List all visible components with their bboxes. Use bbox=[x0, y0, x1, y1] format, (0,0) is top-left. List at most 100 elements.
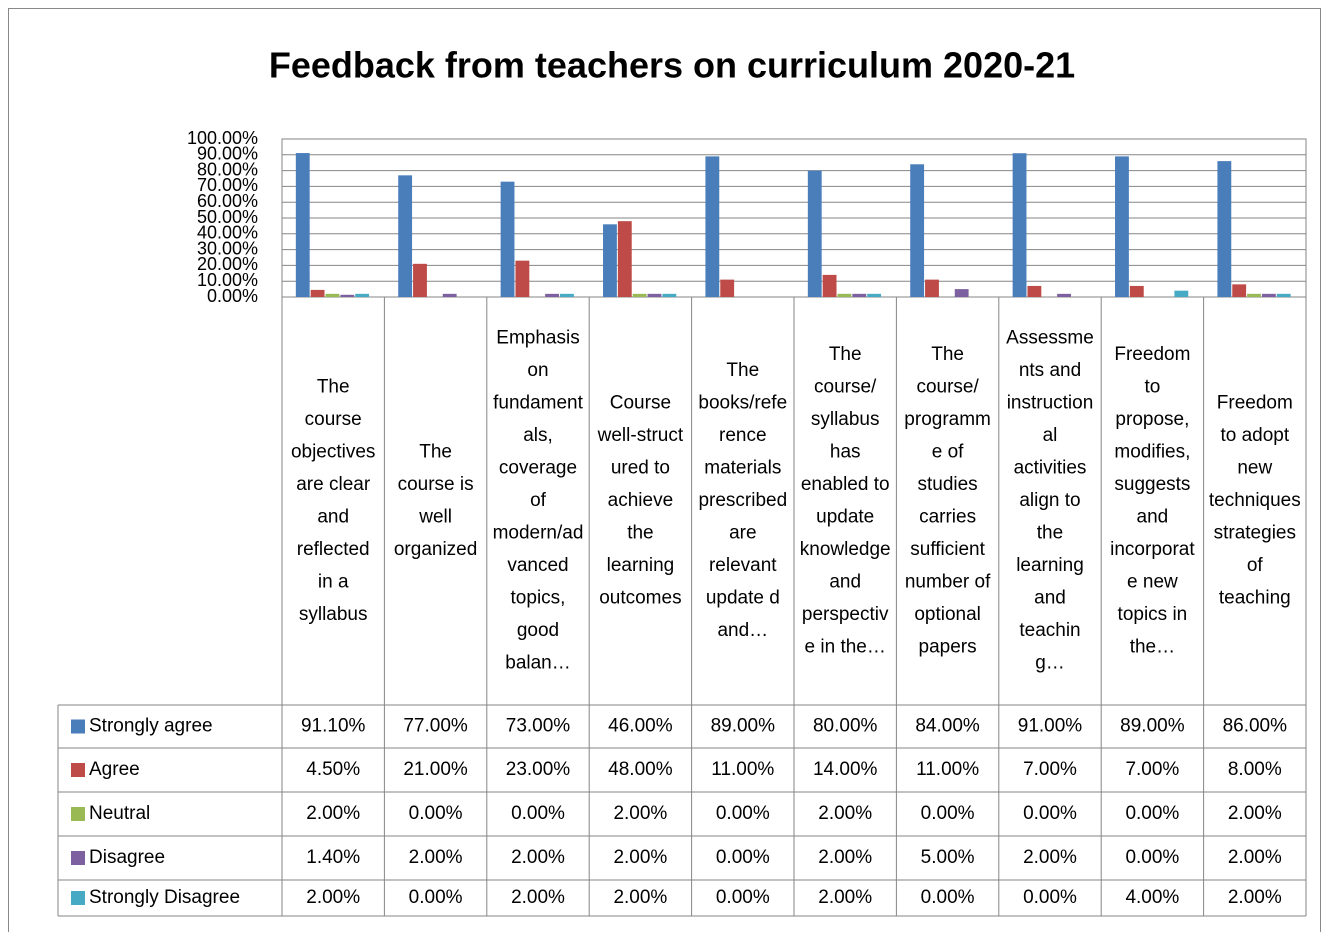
bar bbox=[954, 289, 969, 297]
bar bbox=[705, 156, 720, 297]
category-label-line: course is bbox=[398, 474, 474, 495]
category-label-line: instruction bbox=[1007, 393, 1094, 414]
category-label: The books/refe rence materials prescribed are… bbox=[698, 360, 787, 641]
category-label-line: and bbox=[829, 571, 861, 592]
table-value: 0.00% bbox=[1023, 803, 1077, 824]
category-label-line: well bbox=[418, 506, 452, 527]
category-label-line: Freedom bbox=[1217, 393, 1293, 414]
bar bbox=[413, 263, 427, 297]
category-label-line: propose, bbox=[1115, 409, 1189, 430]
category-label-line: balan… bbox=[505, 653, 571, 674]
category-label-line: reflected bbox=[297, 539, 370, 560]
table-value: 89.00% bbox=[711, 716, 776, 737]
table-value: 73.00% bbox=[506, 716, 571, 737]
category-label-line: topics, bbox=[511, 588, 566, 609]
category-label-line: relevant bbox=[709, 555, 777, 576]
table-value: 0.00% bbox=[921, 887, 975, 908]
y-tick-label: 100.00% bbox=[187, 128, 258, 148]
category-label-line: and bbox=[1137, 506, 1169, 527]
bar bbox=[867, 293, 882, 297]
category-label-line: sufficient bbox=[910, 539, 985, 560]
bar bbox=[910, 164, 925, 297]
category-label-line: learning bbox=[1016, 555, 1084, 576]
y-tick-label: 90.00% bbox=[197, 144, 258, 164]
table-value: 91.10% bbox=[301, 716, 366, 737]
table-value: 21.00% bbox=[403, 759, 468, 780]
category-label-line: align to bbox=[1019, 490, 1080, 511]
category-label-line: and… bbox=[717, 620, 768, 641]
category-label-line: organized bbox=[394, 539, 477, 560]
category-label: Freedom to propose, modifies, suggests and inc… bbox=[1110, 344, 1195, 658]
category-label-line: update d bbox=[706, 588, 780, 609]
bar bbox=[807, 170, 822, 297]
category-label-line: modifies, bbox=[1114, 441, 1190, 462]
bar bbox=[925, 279, 939, 297]
table-value: 0.00% bbox=[921, 803, 975, 824]
category-label-line: teaching bbox=[1219, 588, 1291, 609]
category-label-line: and bbox=[317, 506, 349, 527]
y-tick-label: 80.00% bbox=[197, 159, 258, 179]
bar bbox=[560, 293, 574, 297]
category-label-line: of bbox=[1247, 555, 1264, 576]
category-label-line: The bbox=[317, 376, 350, 397]
bar bbox=[837, 293, 852, 297]
category-label-line: are clear bbox=[296, 474, 371, 495]
category-label-line: achieve bbox=[608, 490, 674, 511]
category-label-line: Assessme bbox=[1006, 328, 1094, 349]
category-label-line: strategies bbox=[1214, 523, 1296, 544]
bar bbox=[662, 293, 677, 297]
category-label-line: enabled to bbox=[801, 474, 890, 495]
category-label-line: studies bbox=[917, 474, 977, 495]
category-label-line: teachin bbox=[1019, 620, 1080, 641]
chart-title: Feedback from teachers on curriculum 202… bbox=[269, 45, 1075, 86]
category-label-line: knowledge bbox=[800, 539, 891, 560]
category-label-line: the bbox=[1037, 523, 1063, 544]
category-label-line: to adopt bbox=[1220, 425, 1289, 446]
y-tick-label: 0.00% bbox=[207, 286, 258, 306]
category-label-line: Emphasis bbox=[496, 328, 579, 349]
bar bbox=[325, 293, 340, 297]
category-label-line: The bbox=[726, 360, 759, 381]
category-label-line: Course bbox=[610, 393, 671, 414]
category-label: Assessme nts and instruction al activities al… bbox=[1006, 328, 1094, 674]
table-value: 2.00% bbox=[613, 847, 667, 868]
bar bbox=[1276, 293, 1291, 297]
table-value: 89.00% bbox=[1120, 716, 1185, 737]
table-value: 2.00% bbox=[818, 847, 872, 868]
table-value: 2.00% bbox=[409, 847, 463, 868]
category-label-line: The bbox=[931, 344, 964, 365]
category-label-line: carries bbox=[919, 506, 976, 527]
category-label-line: the bbox=[627, 523, 653, 544]
legend-label: Strongly agree bbox=[89, 716, 213, 737]
table-value: 0.00% bbox=[1125, 847, 1179, 868]
table-value: 48.00% bbox=[608, 759, 673, 780]
legend-label: Disagree bbox=[89, 847, 165, 868]
category-label-line: suggests bbox=[1114, 474, 1190, 495]
table-value: 0.00% bbox=[716, 803, 770, 824]
table-value: 77.00% bbox=[403, 716, 468, 737]
legend-key bbox=[71, 891, 85, 905]
bar bbox=[1027, 285, 1042, 297]
table-value: 0.00% bbox=[716, 847, 770, 868]
category-label-line: coverage bbox=[499, 458, 577, 479]
category-label: The course objectives are clear and reflected… bbox=[291, 376, 376, 625]
category-label-line: update bbox=[816, 506, 874, 527]
category-label-line: vanced bbox=[507, 555, 568, 576]
category-label-line: number of bbox=[905, 571, 991, 592]
bar bbox=[852, 293, 867, 297]
table-value: 11.00% bbox=[711, 759, 774, 780]
category-label-line: incorporat bbox=[1110, 539, 1195, 560]
table-value: 0.00% bbox=[409, 803, 463, 824]
category-label-line: syllabus bbox=[299, 604, 368, 625]
category-label-line: e new bbox=[1127, 571, 1178, 592]
category-label-line: Freedom bbox=[1114, 344, 1190, 365]
table-value: 23.00% bbox=[506, 759, 571, 780]
category-label-line: course/ bbox=[814, 376, 877, 397]
table-value: 7.00% bbox=[1023, 759, 1077, 780]
category-label-line: optional bbox=[914, 604, 981, 625]
category-label-line: course bbox=[305, 409, 362, 430]
bar bbox=[515, 260, 530, 297]
bar bbox=[647, 293, 662, 297]
table-value: 14.00% bbox=[813, 759, 878, 780]
